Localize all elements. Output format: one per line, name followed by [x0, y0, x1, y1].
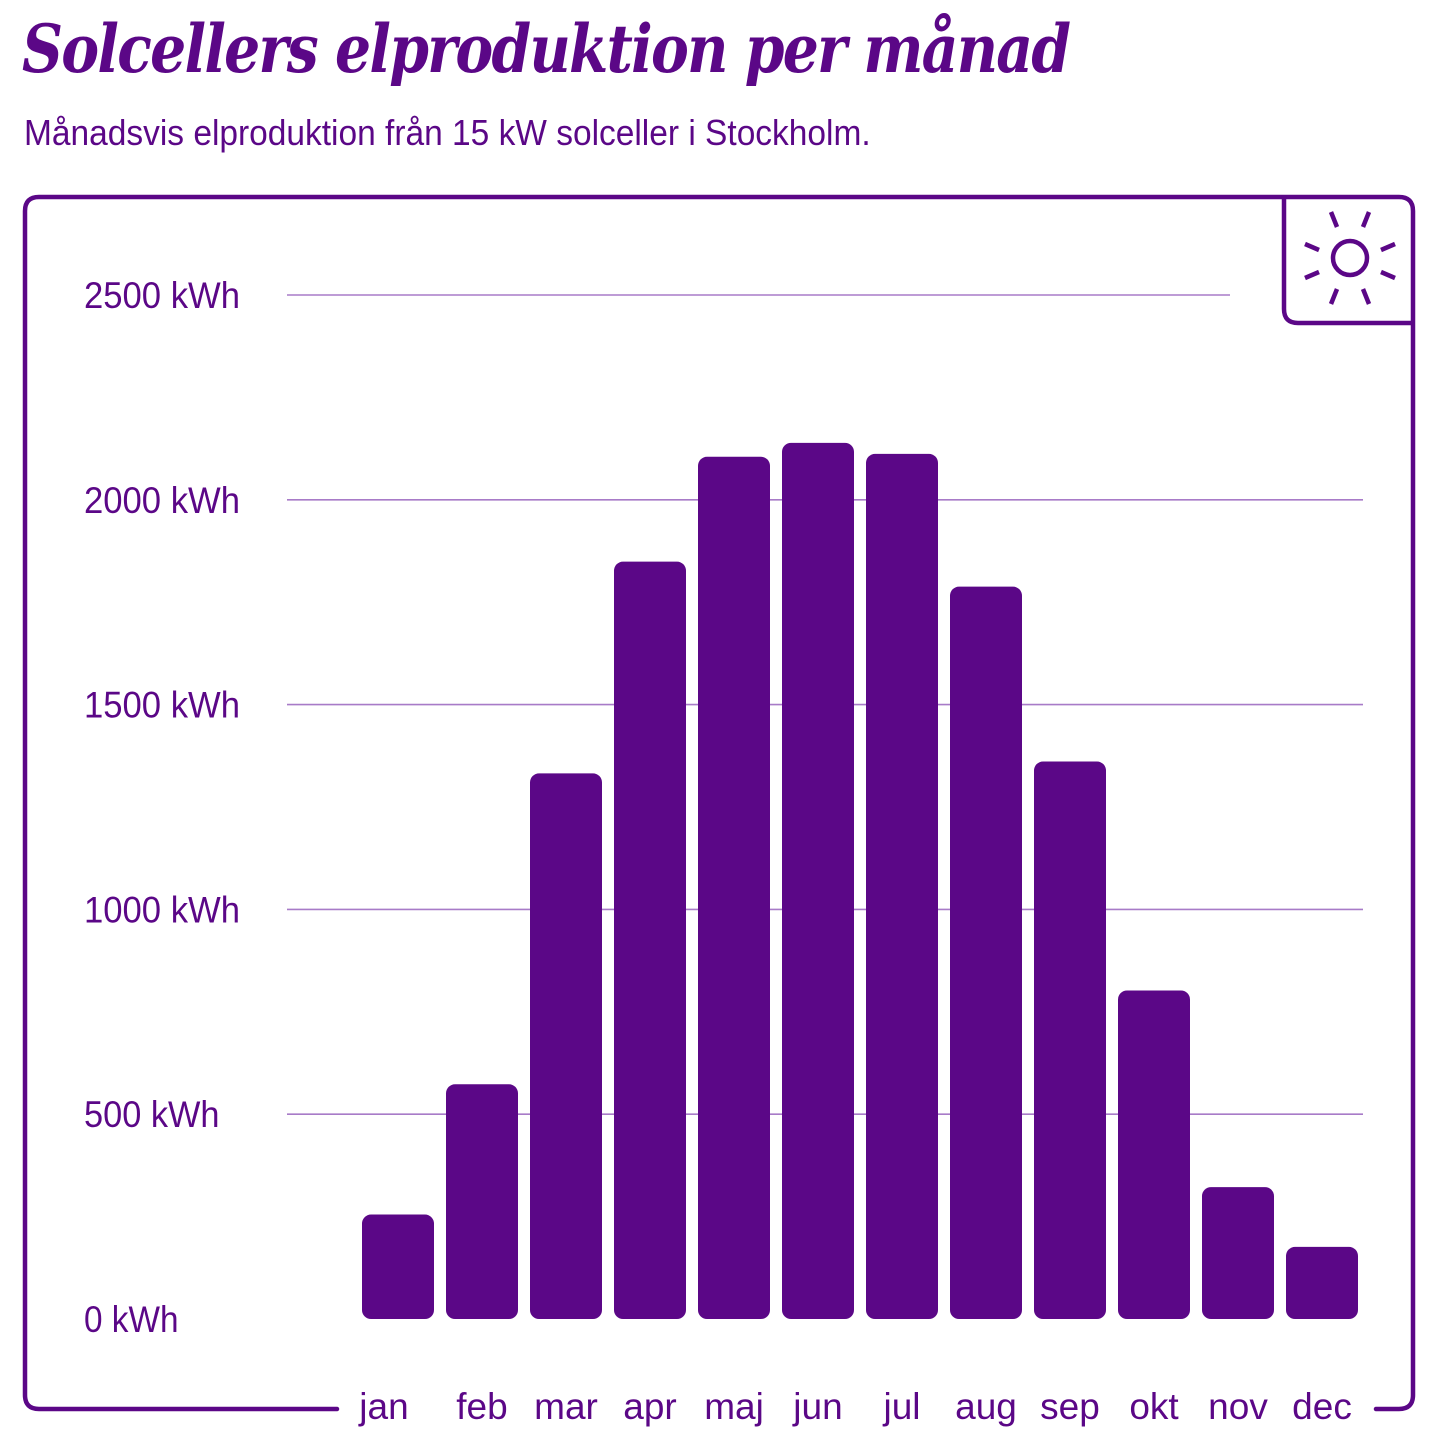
- x-tick-label: jan: [358, 1386, 408, 1427]
- bar-jan: [362, 1214, 434, 1319]
- x-tick-label: dec: [1292, 1386, 1352, 1427]
- y-tick-label: 2500 kWh: [84, 275, 240, 316]
- x-tick-label: nov: [1208, 1386, 1268, 1427]
- bar-feb: [446, 1084, 518, 1319]
- bar-sep: [1034, 761, 1106, 1319]
- y-tick-label: 1500 kWh: [84, 685, 240, 726]
- y-tick-label: 1000 kWh: [84, 889, 240, 930]
- bar-apr: [614, 561, 686, 1319]
- chart-frame: [22, 194, 1416, 1412]
- chart-subtitle: Månadsvis elproduktion från 15 kW solcel…: [24, 112, 871, 153]
- sun-icon: [1304, 211, 1396, 305]
- icon-box: [1281, 197, 1413, 326]
- y-axis-labels: 0 kWh 500 kWh 1000 kWh 1500 kWh 2000 kWh 2500…: [84, 275, 240, 1340]
- bar-dec: [1286, 1246, 1358, 1319]
- x-tick-label: aug: [955, 1386, 1017, 1427]
- x-tick-label: jun: [792, 1386, 842, 1427]
- x-tick-label: feb: [456, 1386, 507, 1427]
- bar-maj: [698, 456, 770, 1319]
- x-tick-label: sep: [1040, 1386, 1100, 1427]
- bar-jul: [866, 453, 938, 1319]
- y-tick-label: 0 kWh: [84, 1299, 179, 1340]
- bars: [362, 442, 1358, 1319]
- bar-okt: [1118, 990, 1190, 1319]
- y-tick-label: 500 kWh: [84, 1094, 220, 1135]
- bar-aug: [950, 586, 1022, 1319]
- y-tick-label: 2000 kWh: [84, 480, 240, 521]
- bar-jun: [782, 442, 854, 1319]
- x-tick-label: mar: [534, 1386, 598, 1427]
- x-axis-labels: jan feb mar apr maj jun jul aug sep okt nov dec: [358, 1386, 1352, 1427]
- chart-title: Solcellers elproduktion per månad: [22, 10, 1071, 88]
- x-tick-label: maj: [704, 1386, 764, 1427]
- x-tick-label: apr: [623, 1386, 676, 1427]
- bar-nov: [1202, 1187, 1274, 1319]
- x-tick-label: okt: [1129, 1386, 1179, 1427]
- x-tick-label: jul: [882, 1386, 920, 1427]
- bar-mar: [530, 773, 602, 1319]
